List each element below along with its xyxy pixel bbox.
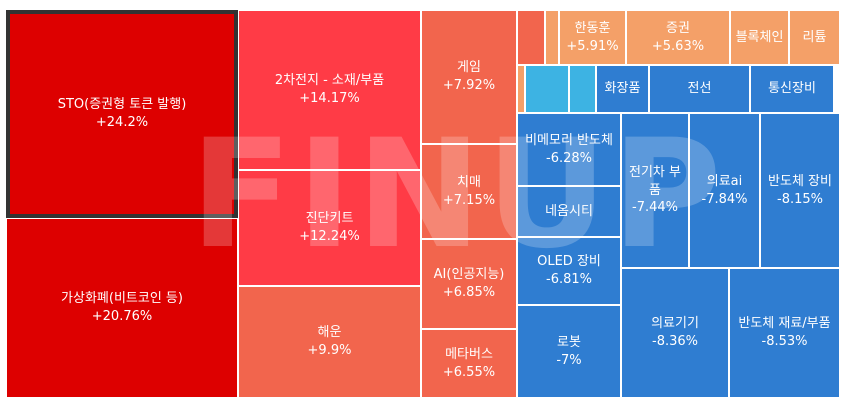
tile-value: +7.15%	[442, 192, 496, 208]
tile-value: -8.15%	[777, 191, 823, 207]
tile-22[interactable]: 네옴시티	[517, 186, 621, 237]
tile-label: 통신장비	[768, 81, 816, 97]
tile-6[interactable]: 치매 +7.15%	[421, 144, 517, 239]
tile-4[interactable]: 해운 +9.9%	[238, 286, 421, 398]
tile-value: +6.85%	[442, 285, 496, 300]
tile-value: +9.9%	[307, 343, 352, 358]
tile-label: 증권	[666, 20, 690, 36]
tile-17[interactable]	[569, 65, 596, 113]
tile-value: +24.2%	[95, 115, 149, 130]
tile-label: 치매	[457, 174, 481, 190]
tile-value: -8.53%	[761, 334, 808, 349]
tile-label: 반도체 재료/부품	[738, 316, 831, 332]
tile-value: +12.24%	[299, 229, 360, 244]
tile-9[interactable]: 한동훈 +5.91%	[559, 10, 626, 65]
tile-2[interactable]: 2차전지 - 소재/부품 +14.17%	[238, 10, 421, 170]
tile-label: OLED 장비	[537, 254, 601, 270]
tile-23[interactable]: OLED 장비 -6.81%	[517, 237, 621, 305]
tile-11[interactable]: 블록체인	[730, 10, 789, 65]
tile-value: +14.17%	[299, 91, 360, 106]
tile-10[interactable]: 증권 +5.63%	[626, 10, 730, 65]
tile-8[interactable]: 메타버스 +6.55%	[421, 329, 517, 398]
tile-0[interactable]: STO(증권형 토큰 발행) +24.2%	[6, 10, 238, 218]
tile-label: 의료기기	[651, 316, 699, 332]
tile-value: -7%	[556, 352, 582, 368]
tile-16[interactable]	[525, 65, 569, 113]
tile-label: 전선	[687, 81, 712, 97]
tile-label: STO(증권형 토큰 발행)	[57, 97, 187, 113]
tile-value: -6.28%	[546, 150, 592, 166]
tile-value: -7.84%	[701, 191, 748, 207]
tile-label: 반도체 장비	[768, 173, 832, 189]
tile-value: -6.81%	[546, 272, 592, 287]
tile-3[interactable]: 진단키트 +12.24%	[238, 170, 421, 286]
tile-label: 한동훈	[574, 20, 611, 36]
tile-label: 의료ai	[706, 173, 743, 189]
tile-21[interactable]: 비메모리 반도체 -6.28%	[517, 113, 621, 186]
tile-label: 로봇	[557, 334, 581, 350]
tile-value: +6.55%	[442, 364, 496, 380]
tile-25[interactable]: 전기차 부품 -7.44%	[621, 113, 689, 268]
tile-label: 리튬	[802, 29, 827, 45]
tile-19[interactable]: 전선	[649, 65, 750, 113]
tile-value: +20.76%	[91, 309, 153, 324]
tile-5[interactable]: 게임 +7.92%	[421, 10, 517, 144]
tile-27[interactable]: 반도체 장비 -8.15%	[760, 113, 840, 268]
tile-7[interactable]: AI(인공지능) +6.85%	[421, 239, 517, 329]
tile-12[interactable]: 리튬	[789, 10, 840, 65]
tile-1[interactable]: 가상화폐(비트코인 등) +20.76%	[6, 218, 238, 398]
tile-label: 비메모리 반도체	[525, 132, 613, 148]
tile-label: 2차전지 - 소재/부품	[274, 73, 385, 89]
tile-value: +7.92%	[442, 78, 496, 93]
tile-label: 해운	[317, 325, 342, 341]
tile-26[interactable]: 의료ai -7.84%	[689, 113, 760, 268]
tile-15[interactable]	[517, 65, 525, 113]
tile-20[interactable]: 통신장비	[750, 65, 834, 113]
tile-label: 메타버스	[445, 346, 493, 362]
tile-label: 가상화폐(비트코인 등)	[61, 291, 183, 307]
tile-28[interactable]: 의료기기 -8.36%	[621, 268, 729, 398]
tile-13[interactable]	[517, 10, 545, 65]
tile-label: 진단키트	[305, 211, 354, 227]
tile-label: 네옴시티	[545, 203, 593, 219]
tile-label: 전기차 부품	[629, 165, 681, 198]
tile-value: -7.44%	[632, 200, 678, 216]
tile-value: +5.91%	[566, 38, 619, 54]
tile-label: AI(인공지능)	[433, 267, 505, 283]
tile-label: 블록체인	[735, 29, 784, 45]
tile-24[interactable]: 로봇 -7%	[517, 305, 621, 398]
tile-value: +5.63%	[651, 38, 705, 54]
tile-18[interactable]: 화장품	[596, 65, 649, 113]
tile-label: 게임	[457, 60, 481, 76]
tile-29[interactable]: 반도체 재료/부품 -8.53%	[729, 268, 840, 398]
tile-14[interactable]	[545, 10, 559, 65]
tile-label: 화장품	[604, 81, 641, 97]
tile-value: -8.36%	[652, 334, 698, 349]
